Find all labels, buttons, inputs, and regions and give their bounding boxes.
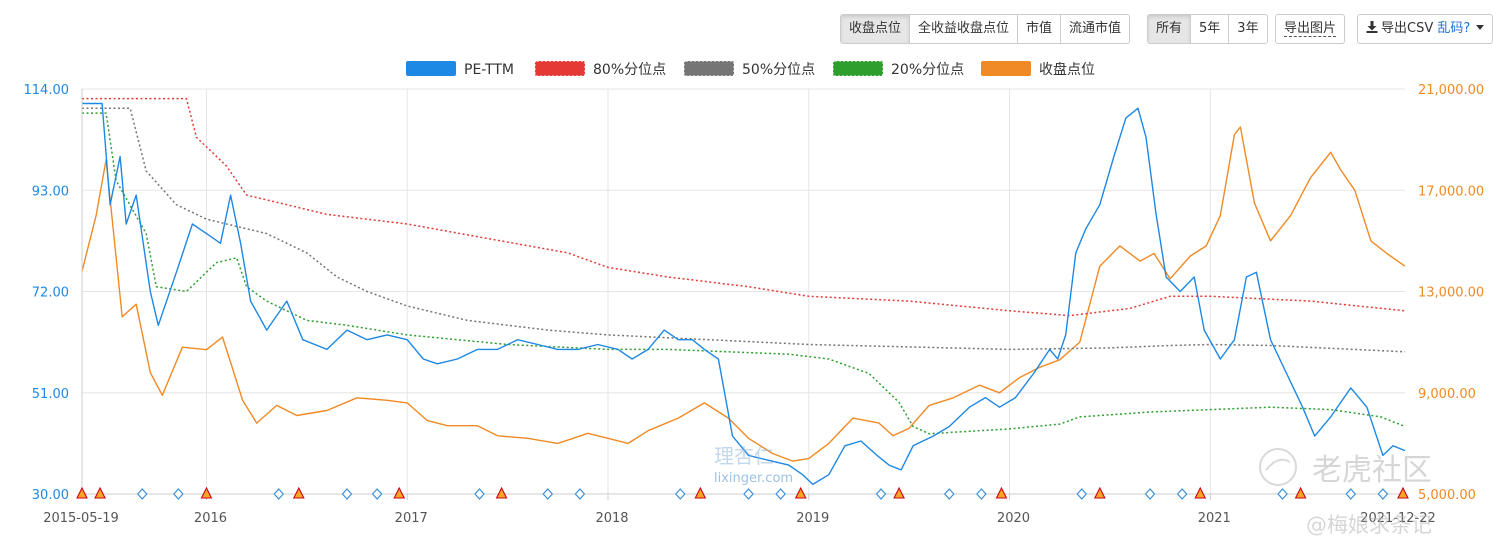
range-tab-group: 所有 5年 3年 (1147, 14, 1268, 44)
tab-float-market-cap[interactable]: 流通市值 (1069, 21, 1122, 36)
legend-swatch-1 (534, 60, 586, 77)
y-right-tick-label: 13,000.00 (1418, 286, 1484, 301)
lixinger-watermark: 理杏仁 lixinger.com (714, 444, 793, 486)
y-right-tick-label: 21,000.00 (1418, 83, 1484, 98)
marker-triangle (200, 486, 213, 499)
watermark-lixinger: lixinger.com (714, 471, 793, 486)
watermark-lixinger-cn: 理杏仁 (714, 444, 774, 468)
event-markers (76, 486, 1409, 500)
series-line-0 (82, 102, 1406, 486)
legend-label-0: PE-TTM (464, 62, 514, 78)
y-right-tick-label: 17,000.00 (1418, 184, 1484, 199)
series-line-3 (82, 112, 1406, 435)
legend: PE-TTM 80%分位点 50%分位点 20%分位点 收盘点位 (406, 60, 1095, 78)
marker-diamond (1377, 488, 1389, 500)
csv-garbled-link[interactable]: 乱码? (1437, 21, 1471, 36)
marker-triangle (1294, 486, 1307, 499)
marker-triangle (794, 486, 807, 499)
tab-market-cap[interactable]: 市值 (1018, 15, 1062, 43)
marker-triangle (893, 486, 905, 499)
marker-triangle (94, 486, 106, 499)
export-csv-label: 导出CSV (1381, 21, 1434, 36)
range-3y[interactable]: 3年 (1237, 21, 1259, 36)
metric-tab-group: 收盘点位 全收益收盘点位 市值 流通市值 (840, 14, 1131, 44)
marker-triangle (1194, 486, 1207, 499)
marker-diamond (273, 488, 285, 500)
marker-diamond (136, 488, 148, 500)
marker-diamond (1076, 488, 1088, 500)
range-5y[interactable]: 5年 (1191, 15, 1230, 43)
x-tick-label: 2018 (595, 511, 628, 526)
watermark-community: 老虎社区 (1312, 453, 1432, 488)
marker-diamond (743, 488, 754, 500)
range-all[interactable]: 所有 (1148, 15, 1192, 43)
x-tick-label: 2016 (194, 511, 227, 526)
marker-triangle (292, 486, 305, 499)
marker-diamond (542, 488, 554, 500)
marker-diamond (875, 488, 887, 500)
legend-label-3: 20%分位点 (891, 62, 964, 78)
legend-swatch-3 (832, 60, 884, 77)
y-right-tick-label: 5,000.00 (1418, 488, 1476, 503)
marker-triangle (694, 486, 707, 499)
marker-diamond (976, 488, 987, 500)
series-lines (81, 97, 1406, 486)
series-line-2 (82, 107, 1406, 353)
chevron-down-icon (1476, 25, 1485, 30)
marker-diamond (341, 488, 353, 500)
marker-diamond (574, 488, 586, 500)
marker-diamond (1345, 488, 1357, 500)
marker-triangle (393, 486, 406, 499)
marker-diamond (1176, 488, 1188, 500)
y-left-tick-label: 93.00 (32, 184, 69, 199)
x-tick-label: 2017 (395, 511, 428, 526)
x-start-label: 2015-05-19 (43, 511, 119, 526)
marker-triangle (1093, 486, 1106, 499)
export-image-label: 导出图片 (1284, 21, 1337, 37)
y-right-tick-label: 9,000.00 (1418, 387, 1476, 402)
series-line-4 (81, 126, 1406, 462)
series-line-1 (82, 97, 1406, 317)
legend-swatch-0 (406, 61, 456, 76)
export-image-button[interactable]: 导出图片 (1275, 14, 1346, 44)
marker-triangle (995, 486, 1008, 499)
marker-triangle (1397, 486, 1409, 499)
marker-diamond (943, 488, 955, 500)
marker-diamond (1144, 488, 1156, 500)
community-logo-swoosh-icon (1265, 458, 1291, 471)
tab-close-index[interactable]: 收盘点位 (841, 15, 911, 43)
legend-swatch-4 (981, 61, 1031, 76)
x-end-label: 2021-12-22 (1360, 511, 1436, 526)
y-left-tick-label: 51.00 (32, 387, 69, 402)
download-icon (1366, 21, 1378, 33)
legend-label-1: 80%分位点 (593, 62, 666, 78)
community-logo-icon (1259, 448, 1297, 486)
marker-triangle (76, 486, 88, 499)
legend-label-4: 收盘点位 (1039, 61, 1095, 78)
legend-swatch-2 (683, 60, 735, 77)
marker-diamond (371, 488, 383, 500)
marker-diamond (775, 488, 786, 500)
x-tick-label: 2021 (1198, 511, 1231, 526)
y-left-tick-label: 114.00 (24, 83, 70, 98)
x-tick-label: 2019 (796, 511, 829, 526)
marker-diamond (674, 488, 686, 500)
marker-diamond (1277, 488, 1288, 500)
marker-diamond (173, 488, 184, 500)
legend-label-2: 50%分位点 (742, 62, 815, 78)
chart-toolbar: 收盘点位 全收益收盘点位 市值 流通市值 所有 5年 3年 导出图片 导出CSV… (0, 14, 1493, 44)
x-tick-label: 2020 (997, 511, 1030, 526)
y-left-tick-label: 30.00 (32, 488, 69, 503)
watermark-author: @梅娘求条记 (1306, 513, 1432, 537)
marker-triangle (495, 486, 508, 499)
y-left-tick-label: 72.00 (32, 286, 69, 301)
marker-diamond (474, 488, 485, 500)
tab-total-return-index[interactable]: 全收益收盘点位 (910, 15, 1019, 43)
community-watermark: 老虎社区 @梅娘求条记 (1259, 448, 1432, 537)
